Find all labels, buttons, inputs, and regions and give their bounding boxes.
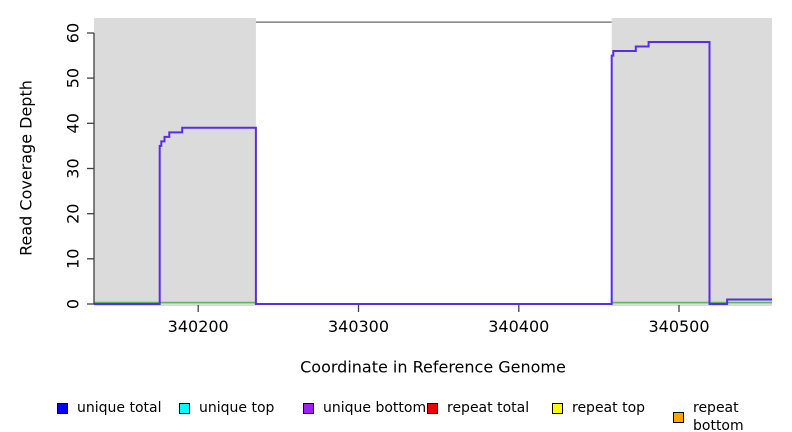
x-tick-label: 340500 <box>648 317 709 336</box>
legend-item-repeat-top: repeat top <box>552 399 645 417</box>
legend-item-unique-bottom: unique bottom <box>303 399 426 417</box>
x-tick-label: 340200 <box>168 317 229 336</box>
legend-item-unique-total: unique total <box>57 399 161 417</box>
legend-swatch-icon <box>57 402 68 414</box>
legend: unique total unique top unique bottom repea… <box>0 399 792 432</box>
legend-label: unique bottom <box>323 400 427 416</box>
legend-label: unique top <box>199 400 275 416</box>
y-tick-label: 10 <box>64 249 83 269</box>
x-tick-label: 340400 <box>488 317 549 336</box>
legend-swatch-icon <box>552 402 563 414</box>
legend-label: repeat top <box>572 400 646 416</box>
legend-swatch-icon <box>179 402 190 414</box>
legend-label: unique total <box>77 400 162 416</box>
legend-label: repeat bottom <box>693 400 744 432</box>
legend-item-repeat-total: repeat total <box>427 399 529 417</box>
y-axis-title: Read Coverage Depth <box>16 80 36 256</box>
legend-swatch-icon <box>303 402 314 414</box>
y-tick-label: 60 <box>64 23 83 43</box>
y-tick-label: 30 <box>64 158 83 178</box>
repeat-region-shade <box>611 18 772 306</box>
y-tick-label: 0 <box>64 299 83 309</box>
y-tick-label: 20 <box>64 204 83 224</box>
legend-item-repeat-bottom: repeat bottom <box>673 399 792 432</box>
y-tick-label: 40 <box>64 113 83 133</box>
coverage-step-line <box>94 41 772 305</box>
legend-swatch-icon <box>427 402 438 414</box>
legend-label: repeat total <box>447 400 530 416</box>
repeat-region-shade <box>94 18 256 306</box>
y-tick-label: 50 <box>64 68 83 88</box>
x-axis-title: Coordinate in Reference Genome <box>300 357 566 377</box>
legend-swatch-icon <box>673 411 684 423</box>
x-tick-label: 340300 <box>328 317 389 336</box>
legend-item-unique-top: unique top <box>179 399 274 417</box>
